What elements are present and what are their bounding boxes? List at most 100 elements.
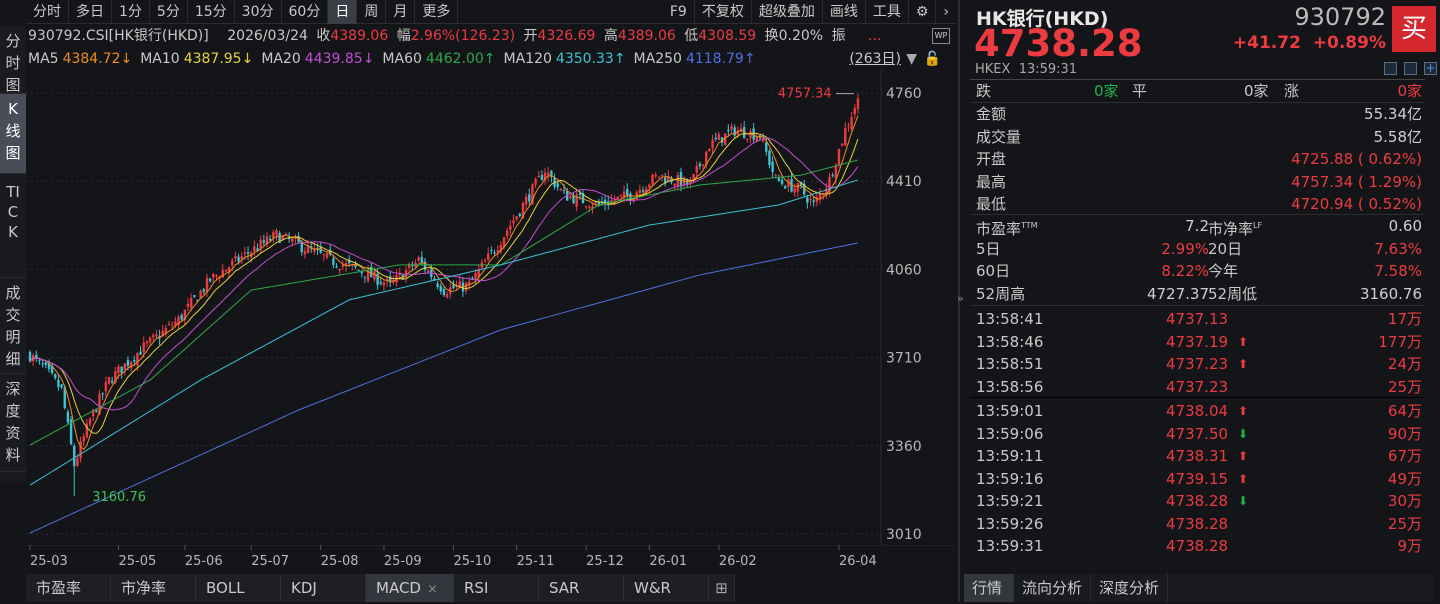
side-tab[interactable]: 深度资料 — [0, 374, 26, 472]
candle-body — [319, 246, 322, 253]
y-tick-label: 3010 — [886, 527, 922, 543]
lock-icon[interactable]: 🔓 — [923, 51, 941, 67]
ma250-line — [29, 242, 859, 534]
candle-body — [63, 387, 66, 409]
candle-body — [853, 108, 856, 115]
wp-icon[interactable]: WP — [932, 28, 950, 44]
indicator-tab[interactable]: 市盈率 — [26, 574, 111, 602]
tool-button[interactable]: F9 — [663, 0, 695, 24]
exchange-time: HKEX 13:59:31 — [975, 62, 1077, 77]
turnover: 换0.20% — [764, 28, 824, 44]
stat-label-2: 今年 — [1208, 260, 1238, 282]
add-indicator-icon[interactable]: ⊞ — [709, 574, 735, 602]
tool-button[interactable]: 工具 — [866, 0, 909, 24]
period-tab[interactable]: 月 — [386, 0, 416, 24]
period-tab[interactable]: 分时 — [26, 0, 69, 24]
side-tab[interactable]: 分时图 — [0, 26, 26, 94]
candle-body — [629, 193, 632, 201]
candle-body — [215, 275, 218, 277]
quote-tab[interactable]: 深度分析 — [1091, 574, 1169, 602]
stat-label: 52周低 — [1208, 284, 1258, 303]
dropdown-triangle-icon[interactable]: ▼ — [906, 51, 917, 67]
candle-body — [164, 328, 168, 334]
ma-label: MA60 — [382, 51, 422, 67]
period-tab[interactable]: 更多 — [415, 0, 459, 24]
close-icon[interactable]: × — [426, 582, 438, 597]
kline-chart[interactable]: 4760 4410 4060 3710 3360 3010 4757.34 3160.76 — [26, 70, 956, 545]
candle-body — [856, 98, 860, 110]
candle-body — [572, 195, 575, 204]
day-count[interactable]: (263日) — [849, 51, 901, 67]
ma-label: MA10 — [140, 51, 180, 67]
indicator-tab[interactable]: 市净率 — [111, 574, 196, 602]
indicator-tab[interactable]: W&R — [624, 574, 709, 602]
candle-body — [180, 314, 183, 320]
candle-body — [92, 409, 95, 417]
stat-row: 金额 55.34亿 — [976, 103, 1422, 125]
candle-body — [562, 190, 566, 192]
side-tab[interactable]: K线图 — [0, 94, 26, 174]
tool-button[interactable]: 画线 — [823, 0, 866, 24]
quote-tab[interactable]: 行情 — [964, 574, 1014, 602]
tick-row: 13:59:31 4738.28 9万 — [976, 535, 1422, 557]
indicator-tab[interactable]: KDJ — [281, 574, 366, 602]
period-tab[interactable]: 15分 — [188, 0, 235, 24]
candle-body — [73, 445, 76, 467]
side-tab[interactable]: 成交明细 — [0, 278, 26, 374]
candle-body — [837, 148, 841, 166]
candle-body — [366, 269, 370, 282]
gear-icon[interactable]: ⚙ — [909, 0, 937, 24]
tool-button[interactable]: 超级叠加 — [752, 0, 823, 24]
candle-body — [313, 248, 316, 252]
candle-body — [237, 256, 240, 262]
ma20-line — [29, 137, 859, 411]
arrow-up-icon: ⬆ — [1238, 471, 1249, 486]
indicator-tab[interactable]: MACD × — [366, 574, 454, 602]
candle-body — [420, 257, 424, 263]
tool-button[interactable]: 不复权 — [695, 0, 752, 24]
candle-body — [717, 134, 721, 141]
indicator-tab[interactable]: SAR — [539, 574, 624, 602]
indicator-tab[interactable]: BOLL — [196, 574, 281, 602]
period-tab[interactable]: 周 — [357, 0, 387, 24]
tick-volume: 24万 — [1387, 355, 1422, 373]
candle-body — [272, 232, 275, 238]
candle-body — [50, 365, 54, 374]
alert-icon[interactable] — [1404, 62, 1417, 75]
candle-body — [433, 278, 436, 281]
candle-body — [186, 303, 190, 307]
period-tab[interactable]: 30分 — [235, 0, 282, 24]
period-tab[interactable]: 1分 — [112, 0, 150, 24]
side-tab[interactable]: TICK — [0, 174, 26, 278]
stat-label: 60日 — [976, 262, 1011, 280]
candle-body — [155, 334, 158, 337]
candle-body — [768, 150, 771, 166]
ma-label: MA5 — [28, 51, 59, 67]
candle-body — [325, 252, 329, 258]
candle-body — [436, 283, 439, 287]
candle-body — [834, 166, 837, 179]
period-toolbar: 分时 多日 1分 5分 15分 30分 60分日周月更多 F9 不复权 超级叠加 画线 工具 ⚙ › — [26, 0, 956, 24]
period-tab[interactable]: 5分 — [150, 0, 188, 24]
stat-label: 成交量 — [976, 127, 1022, 146]
buy-button[interactable]: 买 — [1392, 6, 1436, 52]
edit-icon[interactable] — [1384, 62, 1397, 75]
collapse-panel-icon[interactable]: » — [957, 292, 964, 305]
amplitude-label: 振 — [831, 28, 846, 44]
period-tab[interactable]: 60分 — [282, 0, 329, 24]
stat-row: 52周高 4727.37 52周低 3160.76 — [976, 283, 1422, 305]
candle-body — [512, 220, 515, 224]
tick-row: 13:58:41 4737.13 17万 — [976, 308, 1422, 330]
stat-row: 最高 4757.34 ( 1.29%) — [976, 171, 1422, 193]
add-icon[interactable]: + — [1424, 61, 1437, 75]
more-ellipsis[interactable]: ... — [868, 28, 882, 44]
x-tick-label: 25-09 — [384, 554, 422, 569]
stat-label: 52周高 — [976, 284, 1026, 303]
quote-tab[interactable]: 流向分析 — [1014, 574, 1092, 602]
chevron-right-icon[interactable]: › — [943, 3, 949, 20]
y-tick-label: 4060 — [886, 262, 922, 278]
indicator-tab[interactable]: RSI — [454, 574, 539, 602]
period-tab[interactable]: 多日 — [69, 0, 112, 24]
tick-volume: 25万 — [1387, 514, 1422, 533]
period-tab[interactable]: 日 — [328, 0, 358, 24]
